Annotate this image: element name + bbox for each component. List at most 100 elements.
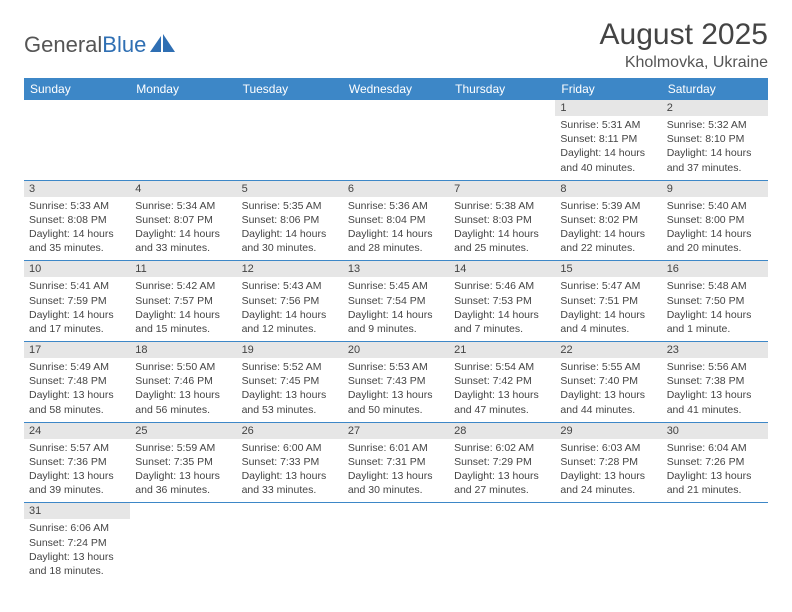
day-number: 26 [237, 423, 343, 439]
day-info: Sunrise: 5:48 AMSunset: 7:50 PMDaylight:… [667, 279, 763, 336]
sunset-text: Sunset: 7:45 PM [242, 374, 338, 388]
daylight-text: Daylight: 14 hours [348, 227, 444, 241]
day-info: Sunrise: 5:46 AMSunset: 7:53 PMDaylight:… [454, 279, 550, 336]
weekday-header: Thursday [449, 78, 555, 100]
day-info: Sunrise: 5:54 AMSunset: 7:42 PMDaylight:… [454, 360, 550, 417]
day-info: Sunrise: 5:35 AMSunset: 8:06 PMDaylight:… [242, 199, 338, 256]
day-info: Sunrise: 6:03 AMSunset: 7:28 PMDaylight:… [560, 441, 656, 498]
daylight-text: and 27 minutes. [454, 483, 550, 497]
daylight-text: Daylight: 14 hours [348, 308, 444, 322]
day-cell: 24 Sunrise: 5:57 AMSunset: 7:36 PMDayligh… [24, 422, 130, 503]
sunset-text: Sunset: 7:50 PM [667, 294, 763, 308]
daylight-text: Daylight: 14 hours [135, 227, 231, 241]
sunrise-text: Sunrise: 5:42 AM [135, 279, 231, 293]
sunrise-text: Sunrise: 6:01 AM [348, 441, 444, 455]
brand-part2: Blue [102, 32, 146, 58]
daylight-text: and 39 minutes. [29, 483, 125, 497]
day-info: Sunrise: 6:01 AMSunset: 7:31 PMDaylight:… [348, 441, 444, 498]
daylight-text: Daylight: 13 hours [667, 388, 763, 402]
day-cell: 12Sunrise: 5:43 AMSunset: 7:56 PMDayligh… [237, 261, 343, 342]
brand-part1: General [24, 32, 102, 58]
day-info: Sunrise: 5:57 AMSunset: 7:36 PMDaylight:… [29, 441, 125, 498]
daylight-text: and 9 minutes. [348, 322, 444, 336]
calendar-row: 31Sunrise: 6:06 AMSunset: 7:24 PMDayligh… [24, 503, 768, 583]
brand-sail-icon [150, 34, 176, 57]
day-cell: 11Sunrise: 5:42 AMSunset: 7:57 PMDayligh… [130, 261, 236, 342]
sunrise-text: Sunrise: 5:32 AM [667, 118, 763, 132]
sunrise-text: Sunrise: 5:45 AM [348, 279, 444, 293]
daylight-text: Daylight: 14 hours [560, 308, 656, 322]
sunset-text: Sunset: 7:54 PM [348, 294, 444, 308]
day-cell: 31Sunrise: 6:06 AMSunset: 7:24 PMDayligh… [24, 503, 130, 583]
day-cell: 15Sunrise: 5:47 AMSunset: 7:51 PMDayligh… [555, 261, 661, 342]
sunrise-text: Sunrise: 6:03 AM [560, 441, 656, 455]
daylight-text: and 4 minutes. [560, 322, 656, 336]
sunrise-text: Sunrise: 5:39 AM [560, 199, 656, 213]
sunset-text: Sunset: 8:06 PM [242, 213, 338, 227]
day-number: 22 [555, 342, 661, 358]
daylight-text: Daylight: 13 hours [29, 469, 125, 483]
day-cell: 8Sunrise: 5:39 AMSunset: 8:02 PMDaylight… [555, 180, 661, 261]
daylight-text: and 17 minutes. [29, 322, 125, 336]
day-cell: 1Sunrise: 5:31 AMSunset: 8:11 PMDaylight… [555, 100, 661, 180]
daylight-text: Daylight: 14 hours [454, 308, 550, 322]
day-number: 10 [24, 261, 130, 277]
day-number: 31 [24, 503, 130, 519]
empty-cell [555, 503, 661, 583]
day-info: Sunrise: 5:33 AMSunset: 8:08 PMDaylight:… [29, 199, 125, 256]
day-cell: 5 Sunrise: 5:35 AMSunset: 8:06 PMDaylight… [237, 180, 343, 261]
daylight-text: Daylight: 13 hours [667, 469, 763, 483]
day-info: Sunrise: 5:31 AMSunset: 8:11 PMDaylight:… [560, 118, 656, 175]
day-cell: 28Sunrise: 6:02 AMSunset: 7:29 PMDayligh… [449, 422, 555, 503]
daylight-text: Daylight: 14 hours [242, 227, 338, 241]
daylight-text: Daylight: 13 hours [454, 469, 550, 483]
day-number: 14 [449, 261, 555, 277]
daylight-text: and 37 minutes. [667, 161, 763, 175]
day-cell: 22 Sunrise: 5:55 AMSunset: 7:40 PMDayligh… [555, 342, 661, 423]
daylight-text: Daylight: 13 hours [348, 388, 444, 402]
day-number: 18 [130, 342, 236, 358]
sunset-text: Sunset: 7:29 PM [454, 455, 550, 469]
daylight-text: Daylight: 13 hours [29, 388, 125, 402]
day-cell: 19Sunrise: 5:52 AMSunset: 7:45 PMDayligh… [237, 342, 343, 423]
day-cell: 3 Sunrise: 5:33 AMSunset: 8:08 PMDaylight… [24, 180, 130, 261]
sunrise-text: Sunrise: 5:36 AM [348, 199, 444, 213]
daylight-text: Daylight: 13 hours [29, 550, 125, 564]
sunrise-text: Sunrise: 5:31 AM [560, 118, 656, 132]
day-info: Sunrise: 5:45 AMSunset: 7:54 PMDaylight:… [348, 279, 444, 336]
sunrise-text: Sunrise: 5:43 AM [242, 279, 338, 293]
weekday-header: Wednesday [343, 78, 449, 100]
day-number: 5 [237, 181, 343, 197]
sunset-text: Sunset: 7:38 PM [667, 374, 763, 388]
sunset-text: Sunset: 8:04 PM [348, 213, 444, 227]
sunrise-text: Sunrise: 5:49 AM [29, 360, 125, 374]
sunrise-text: Sunrise: 6:00 AM [242, 441, 338, 455]
day-cell: 20Sunrise: 5:53 AMSunset: 7:43 PMDayligh… [343, 342, 449, 423]
day-info: Sunrise: 6:02 AMSunset: 7:29 PMDaylight:… [454, 441, 550, 498]
empty-cell [237, 503, 343, 583]
sunrise-text: Sunrise: 5:38 AM [454, 199, 550, 213]
empty-cell [130, 100, 236, 180]
empty-cell [237, 100, 343, 180]
day-number: 4 [130, 181, 236, 197]
sunset-text: Sunset: 8:11 PM [560, 132, 656, 146]
daylight-text: and 21 minutes. [667, 483, 763, 497]
day-info: Sunrise: 5:40 AMSunset: 8:00 PMDaylight:… [667, 199, 763, 256]
daylight-text: Daylight: 14 hours [29, 308, 125, 322]
day-cell: 27Sunrise: 6:01 AMSunset: 7:31 PMDayligh… [343, 422, 449, 503]
calendar-row: 10Sunrise: 5:41 AMSunset: 7:59 PMDayligh… [24, 261, 768, 342]
daylight-text: Daylight: 13 hours [560, 388, 656, 402]
day-number: 24 [24, 423, 130, 439]
sunset-text: Sunset: 7:31 PM [348, 455, 444, 469]
brand-logo: GeneralBlue [24, 32, 176, 58]
day-number: 15 [555, 261, 661, 277]
day-info: Sunrise: 5:55 AMSunset: 7:40 PMDaylight:… [560, 360, 656, 417]
day-number: 16 [662, 261, 768, 277]
day-cell: 17Sunrise: 5:49 AMSunset: 7:48 PMDayligh… [24, 342, 130, 423]
day-info: Sunrise: 5:49 AMSunset: 7:48 PMDaylight:… [29, 360, 125, 417]
daylight-text: and 15 minutes. [135, 322, 231, 336]
day-info: Sunrise: 5:42 AMSunset: 7:57 PMDaylight:… [135, 279, 231, 336]
weekday-header: Friday [555, 78, 661, 100]
day-info: Sunrise: 5:43 AMSunset: 7:56 PMDaylight:… [242, 279, 338, 336]
day-number: 3 [24, 181, 130, 197]
